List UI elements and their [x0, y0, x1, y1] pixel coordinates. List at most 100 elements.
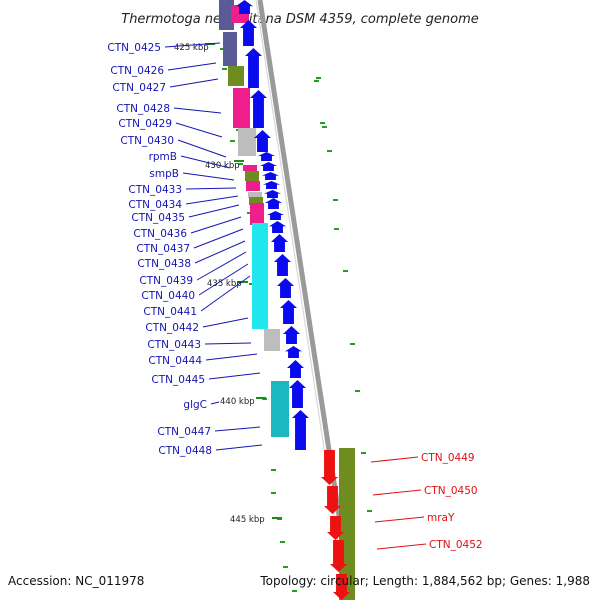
cog-band [271, 381, 289, 437]
gc-mark [367, 510, 372, 512]
forward-gene-arrow [258, 152, 275, 161]
gene-label-leader [370, 456, 419, 463]
gene-label-left: CTN_0433 [128, 184, 182, 196]
cog-band [248, 192, 262, 198]
forward-gene-arrow [245, 48, 262, 88]
gene-label-left: CTN_0441 [143, 306, 197, 318]
gene-label-left: CTN_0439 [139, 275, 193, 287]
gene-label-leader [215, 444, 263, 451]
gc-mark [230, 140, 235, 142]
forward-gene-arrow [240, 20, 257, 46]
gene-label-leader [214, 426, 261, 432]
reverse-gene-arrow [330, 540, 347, 572]
gene-label-leader [198, 263, 249, 296]
gene-label-right: CTN_0450 [424, 485, 478, 497]
kbp-tick-label: 435 kbp [207, 279, 242, 289]
reverse-gene-arrow [333, 574, 350, 600]
gene-arrows-track [236, 0, 350, 600]
gene-label-leader [180, 155, 231, 169]
gene-label-left: CTN_0447 [157, 426, 211, 438]
forward-gene-arrow [289, 380, 306, 408]
reverse-gene-arrow [324, 486, 341, 514]
reverse-gene-arrow [327, 516, 344, 540]
gene-label-leader [372, 489, 422, 496]
gene-label-left: CTN_0435 [131, 212, 185, 224]
gc-mark [314, 80, 319, 82]
cog-band [246, 181, 260, 191]
gene-label-leader [208, 372, 261, 380]
forward-gene-arrow [250, 90, 267, 128]
gene-label-left: CTN_0445 [151, 374, 205, 386]
gene-label-left: CTN_0440 [141, 290, 195, 302]
gene-label-left: CTN_0438 [137, 258, 191, 270]
gene-label-left: CTN_0425 [107, 42, 161, 54]
gene-label-leader [164, 42, 221, 48]
gc-mark [249, 283, 254, 285]
cog-band [219, 0, 234, 30]
gc-mark [220, 48, 225, 50]
gc-mark [320, 122, 325, 124]
forward-gene-arrow [287, 360, 304, 378]
gene-labels: CTN_0425 CTN_0426 CTN_0427 CTN_0428 CTN_0429… [107, 42, 482, 551]
gene-label-leader [190, 216, 242, 234]
forward-gene-arrow [269, 221, 286, 233]
gc-mark [322, 126, 327, 128]
gene-label-leader [173, 107, 222, 114]
gene-label-left: rpmB [149, 151, 177, 163]
gc-mark [350, 343, 355, 345]
gc-mark [247, 212, 252, 214]
gc-mark [238, 163, 243, 165]
gene-label-leader [200, 275, 251, 312]
gene-label-right: CTN_0452 [429, 539, 483, 551]
gene-label-leader [182, 172, 235, 181]
gene-label-leader [374, 516, 425, 523]
cog-band [223, 32, 237, 66]
forward-gene-arrow [283, 326, 300, 344]
gene-label-leader [177, 139, 227, 158]
forward-gene-arrow [271, 234, 288, 252]
gene-label-leader [376, 543, 427, 550]
gene-label-left: CTN_0427 [112, 82, 166, 94]
gene-label-leader [167, 62, 217, 71]
reverse-gene-arrow [321, 450, 338, 485]
cog-band [238, 128, 256, 156]
gene-label-right: mraY [427, 512, 455, 524]
gene-label-right: CTN_0449 [421, 452, 475, 464]
gc-mark [280, 541, 285, 543]
gene-label-leader [210, 401, 220, 405]
genome-backbone [255, 0, 355, 600]
cog-band [264, 329, 280, 351]
backbone-line [257, 0, 355, 600]
gene-label-left: CTN_0436 [133, 228, 187, 240]
forward-gene-arrow [285, 346, 302, 358]
forward-gene-arrow [236, 0, 253, 14]
accession-text: Accession: NC_011978 [8, 574, 145, 588]
gene-label-leader [193, 228, 244, 249]
cog-band [249, 197, 263, 205]
forward-gene-arrow [264, 190, 281, 198]
gene-label-leader [185, 195, 239, 205]
forward-gene-arrow [280, 300, 297, 324]
gc-mark [283, 566, 288, 568]
gene-label-left: smpB [149, 168, 179, 180]
gene-label-left: CTN_0429 [118, 118, 172, 130]
kbp-tick-label: 445 kbp [230, 515, 265, 525]
gene-label-leader [175, 122, 223, 138]
gene-label-leader [188, 204, 240, 218]
cog-band [228, 66, 244, 86]
gene-label-leader [169, 78, 219, 88]
forward-gene-arrow [274, 254, 291, 276]
forward-gene-arrow [265, 198, 282, 209]
gene-label-left: CTN_0444 [148, 355, 202, 367]
gene-label-left: CTN_0426 [110, 65, 164, 77]
gc-mark [333, 199, 338, 201]
forward-gene-arrow [292, 410, 309, 450]
gc-mark [334, 228, 339, 230]
gc-mark [343, 270, 348, 272]
gc-mark [271, 469, 276, 471]
forward-gene-arrow [262, 172, 279, 180]
cog-band [250, 203, 264, 225]
gene-label-left: glgC [183, 399, 207, 411]
forward-gene-arrow [277, 278, 294, 298]
